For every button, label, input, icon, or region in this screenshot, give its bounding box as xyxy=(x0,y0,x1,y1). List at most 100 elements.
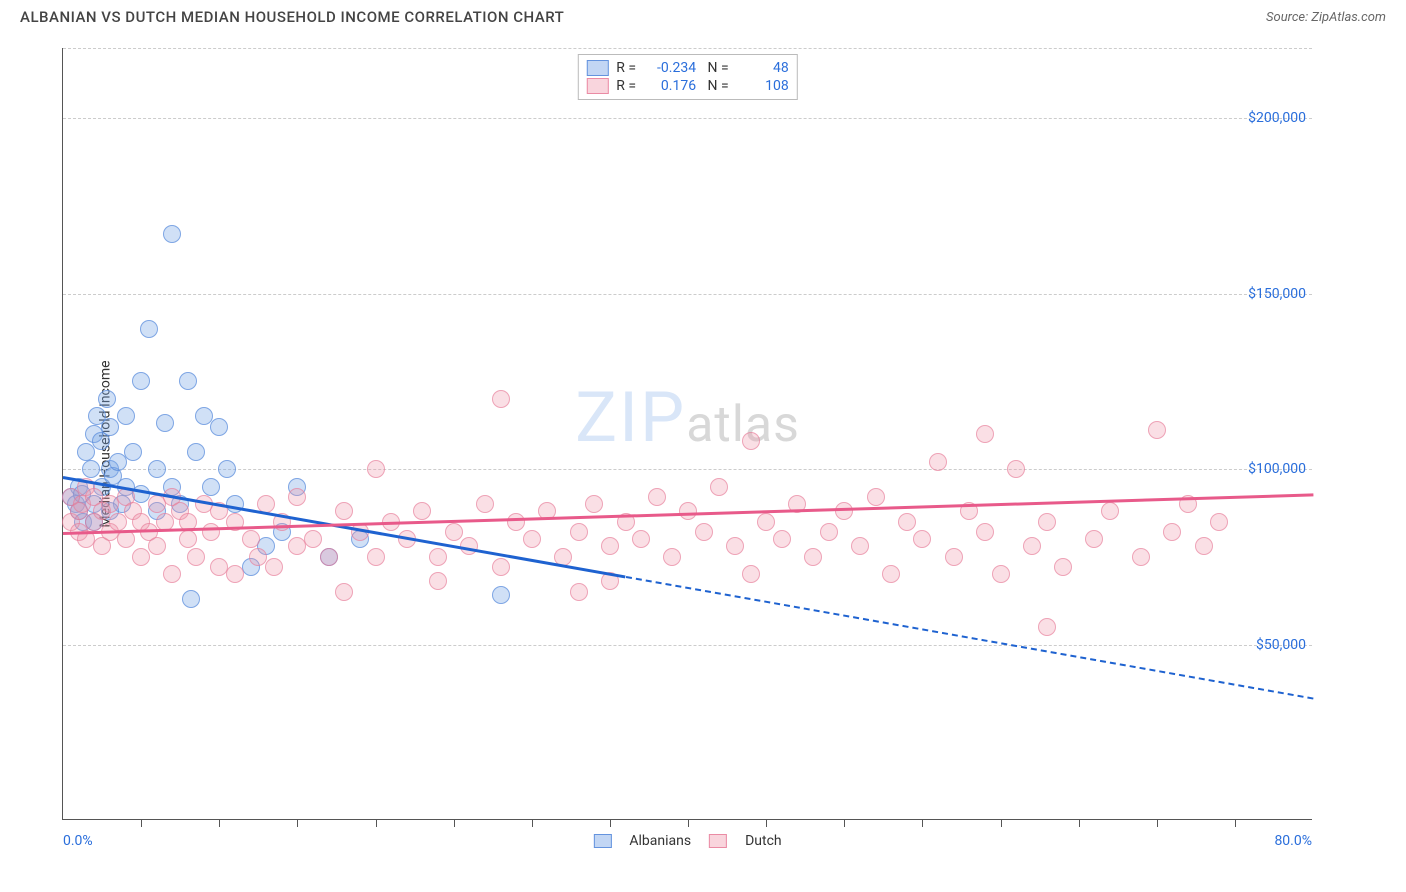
data-point xyxy=(109,453,127,471)
data-point xyxy=(163,225,181,243)
data-point xyxy=(148,537,166,555)
x-tick xyxy=(922,819,923,827)
data-point xyxy=(210,418,228,436)
gridline xyxy=(63,48,1312,49)
data-point xyxy=(335,502,353,520)
x-tick xyxy=(219,819,220,827)
x-axis-max-label: 80.0% xyxy=(1274,833,1312,849)
data-point xyxy=(898,513,916,531)
gridline xyxy=(63,469,1312,470)
data-point xyxy=(913,530,931,548)
data-point xyxy=(710,478,728,496)
x-tick xyxy=(1235,819,1236,827)
data-point xyxy=(82,460,100,478)
chart-container: Median Household Income ZIPatlas R =-0.2… xyxy=(20,38,1386,850)
legend-label: Albanians xyxy=(629,833,691,849)
y-tick-label: $150,000 xyxy=(1248,286,1306,302)
data-point xyxy=(132,548,150,566)
data-point xyxy=(187,443,205,461)
data-point xyxy=(1210,513,1228,531)
data-point xyxy=(202,523,220,541)
data-point xyxy=(1085,530,1103,548)
data-point xyxy=(445,523,463,541)
gridline xyxy=(63,645,1312,646)
data-point xyxy=(867,488,885,506)
x-axis-min-label: 0.0% xyxy=(63,833,93,849)
x-tick xyxy=(1001,819,1002,827)
data-point xyxy=(1038,513,1056,531)
data-point xyxy=(476,495,494,513)
x-tick xyxy=(1157,819,1158,827)
data-point xyxy=(1007,460,1025,478)
swatch-pink-icon xyxy=(586,78,608,94)
data-point xyxy=(179,530,197,548)
data-point xyxy=(304,530,322,548)
data-point xyxy=(202,478,220,496)
x-tick xyxy=(688,819,689,827)
data-point xyxy=(1101,502,1119,520)
trend-line xyxy=(625,576,1313,700)
data-point xyxy=(140,320,158,338)
data-point xyxy=(976,523,994,541)
data-point xyxy=(648,488,666,506)
data-point xyxy=(1163,523,1181,541)
data-point xyxy=(492,390,510,408)
data-point xyxy=(695,523,713,541)
data-point xyxy=(882,565,900,583)
data-point xyxy=(98,390,116,408)
data-point xyxy=(632,530,650,548)
data-point xyxy=(320,548,338,566)
data-point xyxy=(132,372,150,390)
data-point xyxy=(226,495,244,513)
swatch-pink-icon xyxy=(709,834,727,848)
plot-area: ZIPatlas R =-0.234 N =48 R =0.176 N =108… xyxy=(62,48,1312,820)
data-point xyxy=(109,513,127,531)
data-point xyxy=(179,372,197,390)
x-tick xyxy=(297,819,298,827)
data-point xyxy=(117,530,135,548)
x-tick xyxy=(610,819,611,827)
data-point xyxy=(492,586,510,604)
data-point xyxy=(124,443,142,461)
swatch-blue-icon xyxy=(586,60,608,76)
stats-row-albanians: R =-0.234 N =48 xyxy=(586,59,788,77)
data-point xyxy=(929,453,947,471)
data-point xyxy=(1132,548,1150,566)
data-point xyxy=(570,523,588,541)
x-tick xyxy=(766,819,767,827)
stats-legend-box: R =-0.234 N =48 R =0.176 N =108 xyxy=(577,54,797,100)
data-point xyxy=(413,502,431,520)
data-point xyxy=(148,460,166,478)
x-tick xyxy=(454,819,455,827)
x-tick xyxy=(1079,819,1080,827)
swatch-blue-icon xyxy=(593,834,611,848)
data-point xyxy=(976,425,994,443)
data-point xyxy=(742,565,760,583)
data-point xyxy=(1038,618,1056,636)
data-point xyxy=(523,530,541,548)
data-point xyxy=(101,418,119,436)
data-point xyxy=(992,565,1010,583)
data-point xyxy=(163,565,181,583)
watermark: ZIPatlas xyxy=(575,377,800,459)
gridline xyxy=(63,118,1312,119)
x-tick xyxy=(532,819,533,827)
chart-title: ALBANIAN VS DUTCH MEDIAN HOUSEHOLD INCOM… xyxy=(20,8,564,26)
data-point xyxy=(429,548,447,566)
data-point xyxy=(187,548,205,566)
data-point xyxy=(218,460,236,478)
data-point xyxy=(492,558,510,576)
x-tick xyxy=(376,819,377,827)
data-point xyxy=(226,565,244,583)
y-tick-label: $200,000 xyxy=(1248,110,1306,126)
data-point xyxy=(804,548,822,566)
data-point xyxy=(773,530,791,548)
legend-label: Dutch xyxy=(745,833,782,849)
data-point xyxy=(1195,537,1213,555)
data-point xyxy=(1148,421,1166,439)
data-point xyxy=(265,558,283,576)
data-point xyxy=(367,548,385,566)
data-point xyxy=(288,488,306,506)
data-point xyxy=(1054,558,1072,576)
data-point xyxy=(820,523,838,541)
